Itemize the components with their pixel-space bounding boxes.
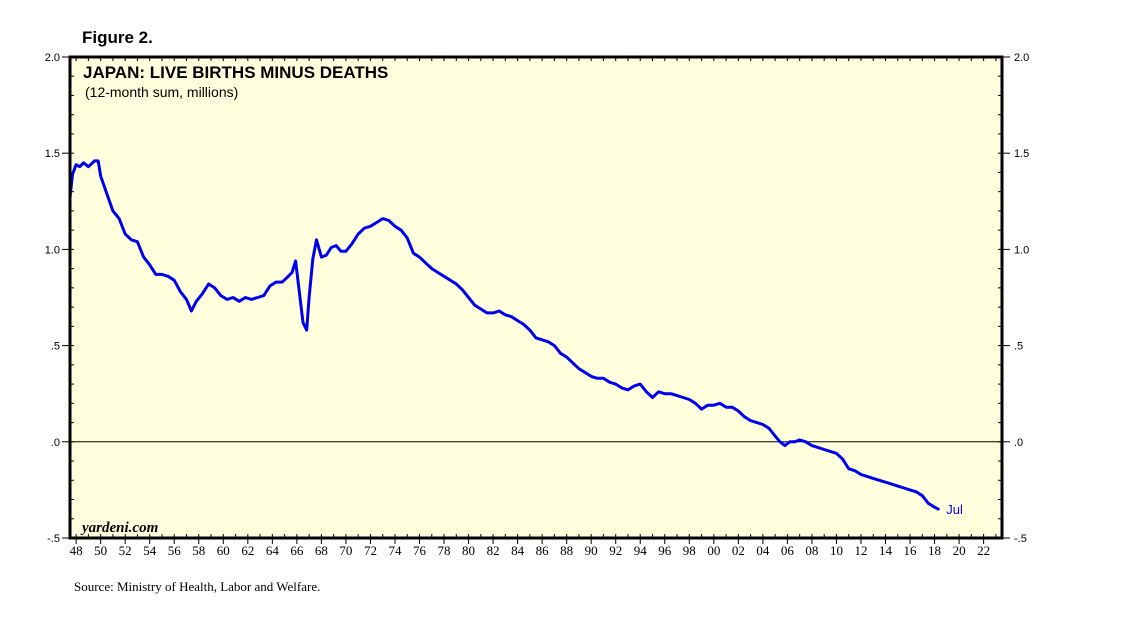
x-tick-label: 74	[388, 543, 402, 558]
chart-title: JAPAN: LIVE BIRTHS MINUS DEATHS	[83, 63, 388, 82]
y-tick-label-left: 1.5	[45, 148, 60, 160]
y-tick-label-right: .5	[1014, 341, 1023, 353]
x-tick-label: 92	[609, 543, 622, 558]
x-tick-label: 52	[119, 543, 132, 558]
y-tick-label-left: .0	[51, 437, 60, 449]
x-tick-label: 98	[683, 543, 696, 558]
x-tick-label: 68	[315, 543, 328, 558]
x-tick-label: 22	[977, 543, 990, 558]
source-note: Source: Ministry of Health, Labor and We…	[74, 579, 321, 594]
x-tick-label: 94	[634, 543, 648, 558]
x-tick-label: 88	[560, 543, 573, 558]
y-tick-label-left: -.5	[47, 533, 60, 545]
x-tick-label: 70	[339, 543, 352, 558]
x-tick-label: 86	[536, 543, 550, 558]
x-tick-label: 10	[830, 543, 843, 558]
y-tick-label-right: .0	[1014, 437, 1023, 449]
x-tick-label: 78	[438, 543, 451, 558]
y-tick-label-left: 2.0	[45, 52, 60, 64]
x-tick-label: 66	[290, 543, 304, 558]
x-tick-label: 82	[487, 543, 500, 558]
x-tick-label: 06	[781, 543, 795, 558]
x-tick-label: 64	[266, 543, 280, 558]
y-axis: 2.0 2.0 1.5 1.5 1.0 1.0 .5 .5 .0 .0 -.5 -.5	[45, 52, 1030, 545]
figure-label: Figure 2.	[82, 28, 153, 47]
x-tick-label: 14	[879, 543, 893, 558]
x-tick-label: 56	[168, 543, 182, 558]
chart-subtitle: (12-month sum, millions)	[85, 84, 238, 100]
x-tick-label: 12	[854, 543, 867, 558]
x-tick-label: 96	[658, 543, 672, 558]
y-tick-label-left: 1.0	[45, 244, 60, 256]
x-tick-label: 60	[217, 543, 230, 558]
x-tick-label: 08	[805, 543, 818, 558]
y-tick-label-right: 1.5	[1014, 148, 1029, 160]
x-tick-label: 02	[732, 543, 745, 558]
x-tick-label: 18	[928, 543, 941, 558]
x-tick-label: 80	[462, 543, 475, 558]
x-tick-label: 76	[413, 543, 427, 558]
x-tick-label: 48	[70, 543, 83, 558]
y-tick-label-right: 1.0	[1014, 244, 1029, 256]
y-tick-label-right: 2.0	[1014, 52, 1029, 64]
y-tick-label-left: .5	[51, 341, 60, 353]
plot-frame	[68, 55, 1004, 540]
x-tick-label: 00	[707, 543, 720, 558]
x-tick-label: 04	[756, 543, 770, 558]
x-tick-label: 72	[364, 543, 377, 558]
x-tick-label: 62	[241, 543, 254, 558]
x-tick-label: 16	[904, 543, 918, 558]
x-axis: 48 50 52 54 56 58 60 62 64 66 68 70 72 74 76 78 80 82 84 86…	[70, 57, 997, 558]
plot-area	[70, 57, 1002, 538]
x-tick-label: 84	[511, 543, 525, 558]
yardeni-watermark: yardeni.com	[80, 520, 158, 536]
x-tick-label: 90	[585, 543, 598, 558]
x-tick-label: 58	[192, 543, 205, 558]
x-tick-label: 20	[953, 543, 966, 558]
end-label: Jul	[946, 502, 963, 517]
x-tick-label: 50	[94, 543, 107, 558]
x-tick-label: 54	[143, 543, 157, 558]
y-tick-label-right: -.5	[1014, 533, 1027, 545]
series-line-births-minus-deaths	[68, 159, 940, 511]
